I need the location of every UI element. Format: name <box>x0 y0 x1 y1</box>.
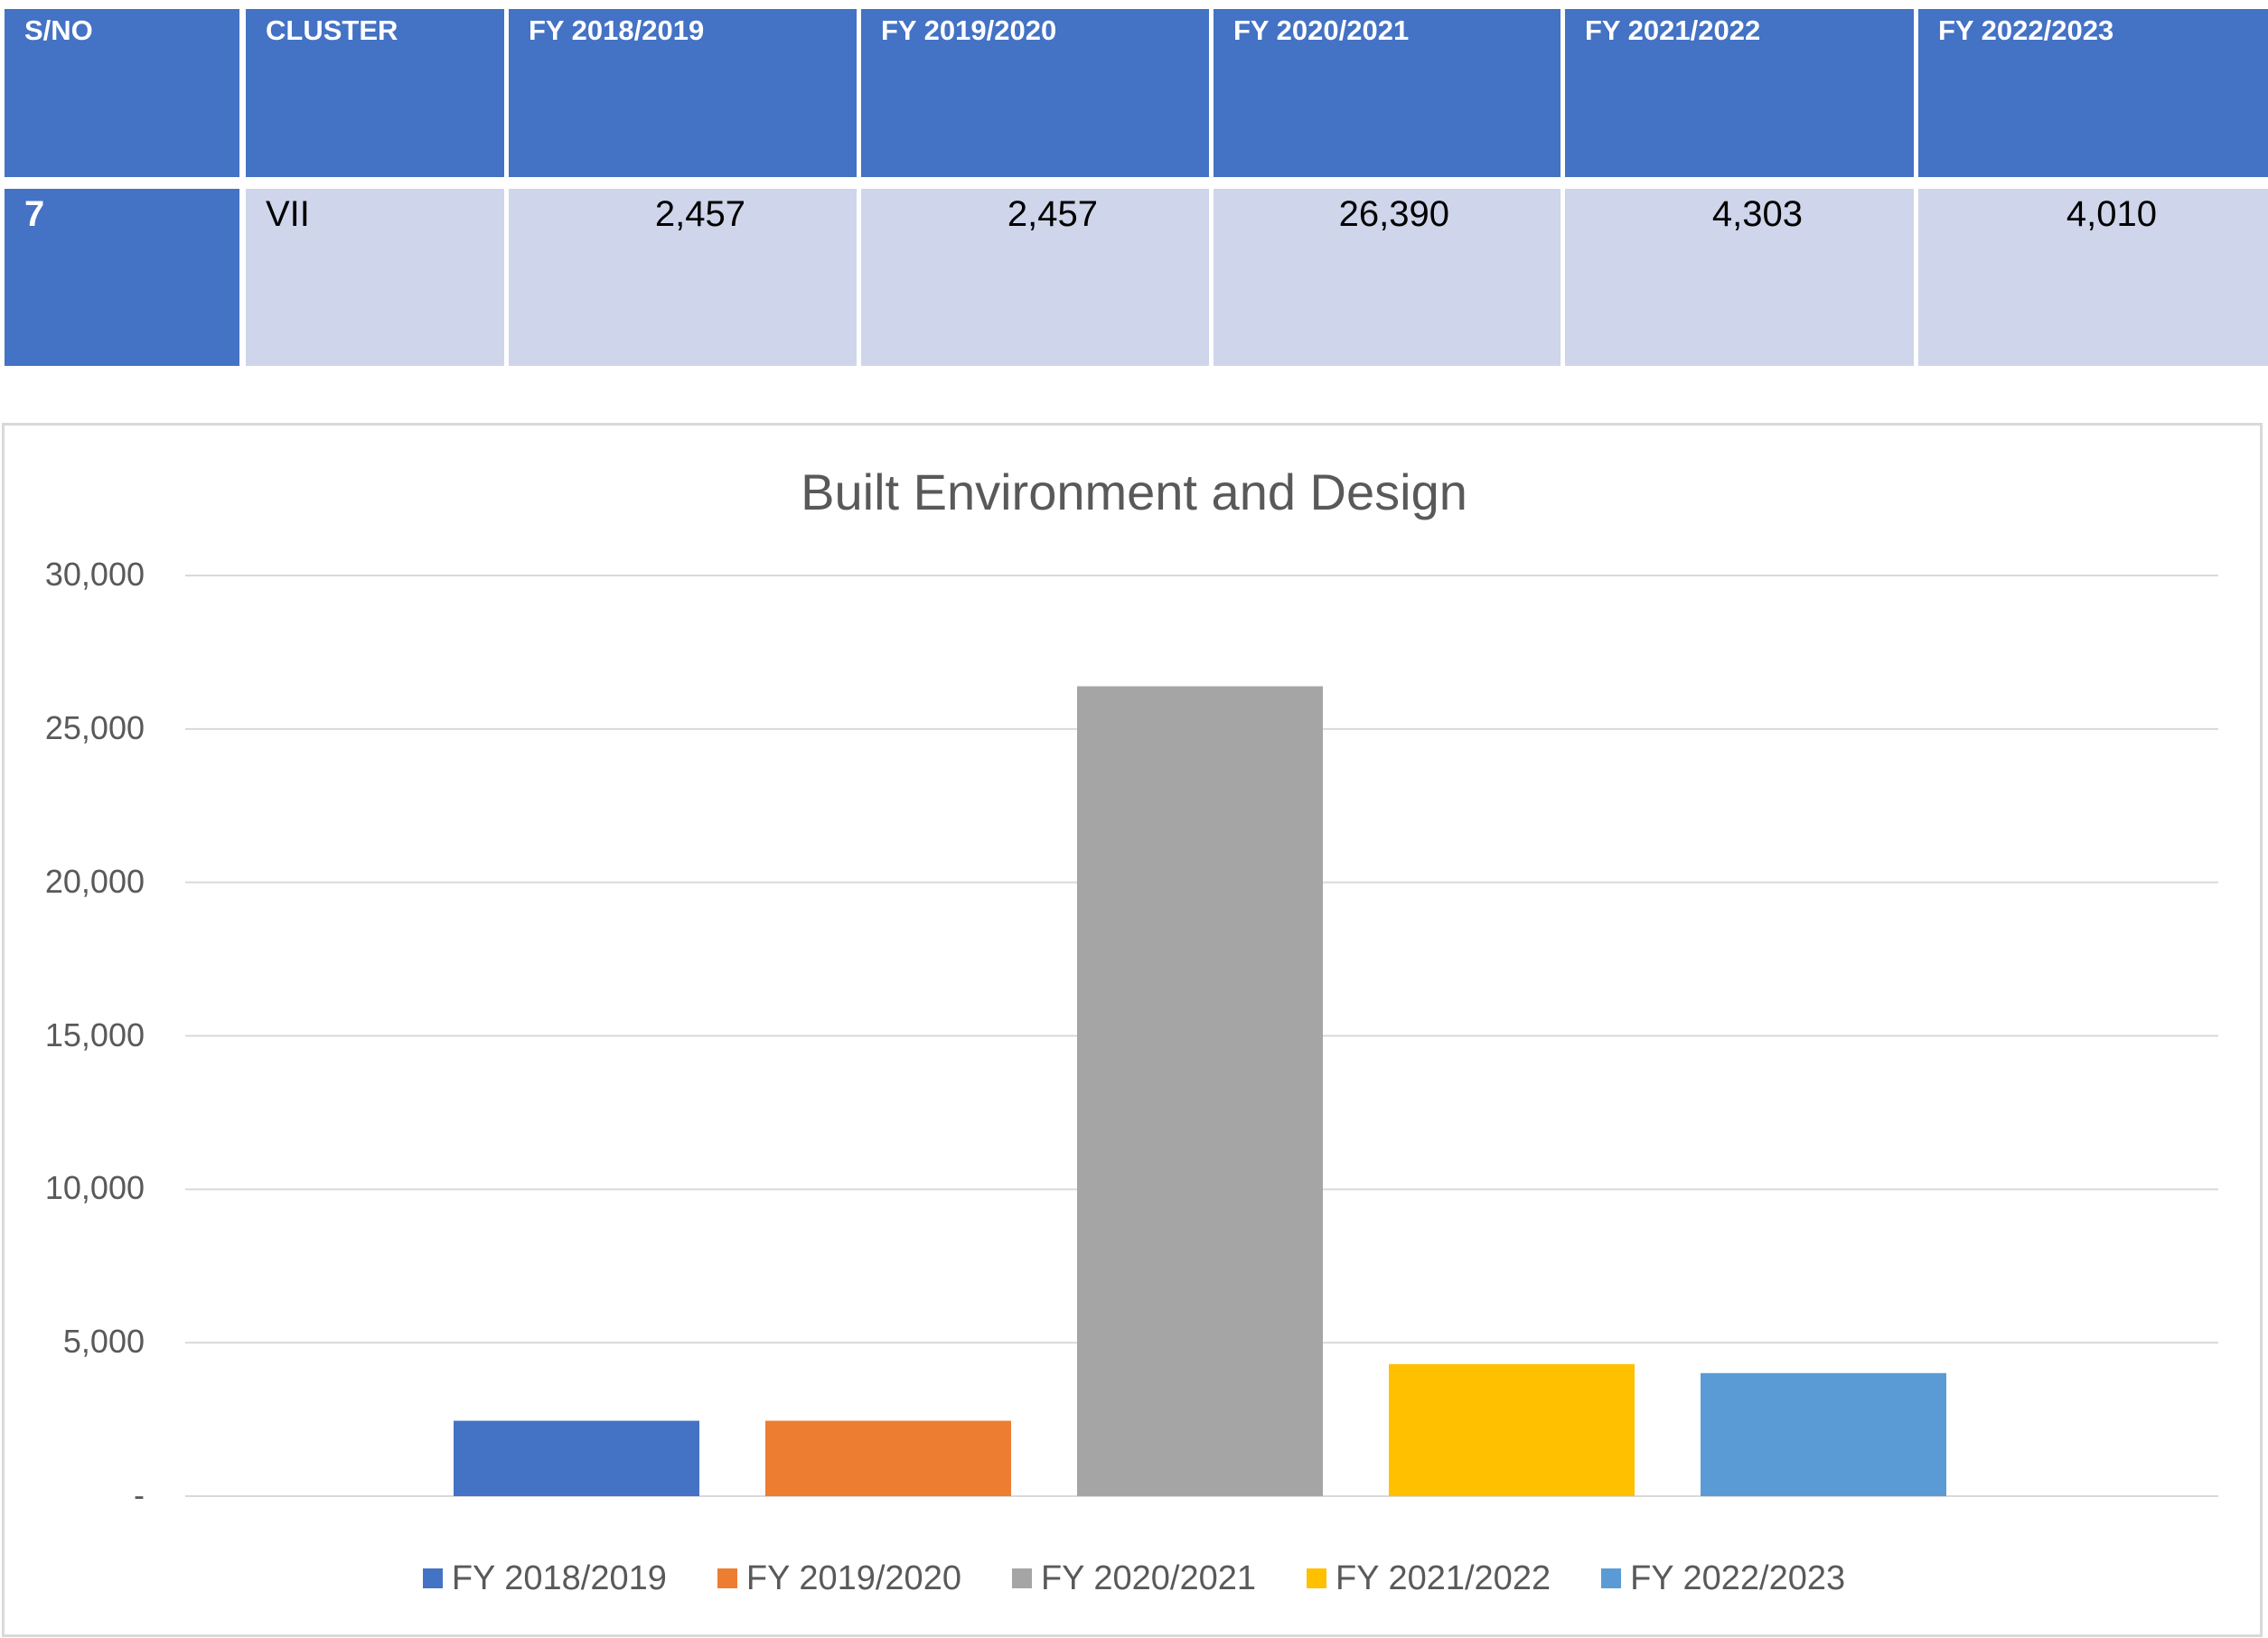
cell-cluster: VII <box>246 189 504 366</box>
legend-item: FY 2018/2019 <box>422 1558 667 1598</box>
cell-fy-2018-2019: 2,457 <box>509 189 857 366</box>
bar-fy-2018-2019 <box>454 1420 699 1496</box>
legend-label: FY 2019/2020 <box>745 1558 961 1597</box>
legend-swatch <box>717 1568 737 1588</box>
cell-fy-2020-2021: 26,390 <box>1214 189 1560 366</box>
header-cluster: CLUSTER <box>246 9 504 177</box>
y-tick-label: 25,000 <box>44 708 145 746</box>
y-tick-label: 30,000 <box>44 556 145 593</box>
legend-label: FY 2022/2023 <box>1630 1558 1846 1597</box>
legend-swatch <box>1011 1568 1032 1588</box>
header-fy-2018-2019: FY 2018/2019 <box>509 9 857 177</box>
legend-item: FY 2020/2021 <box>1011 1558 1257 1598</box>
y-tick-label: 15,000 <box>44 1016 145 1053</box>
bar-fy-2019-2020 <box>765 1420 1011 1496</box>
y-tick-label: 10,000 <box>44 1169 145 1207</box>
bar-fy-2022-2023 <box>1701 1372 1946 1496</box>
legend-swatch <box>1307 1568 1327 1588</box>
chart-title: Built Environment and Design <box>801 463 1467 520</box>
chart-legend: FY 2018/2019 FY 2019/2020 FY 2020/2021 FY 2… <box>0 1556 2268 1601</box>
cell-fy-2021-2022: 4,303 <box>1565 189 1914 366</box>
cell-fy-2022-2023: 4,010 <box>1918 189 2268 366</box>
cell-fy-2019-2020: 2,457 <box>861 189 1209 366</box>
legend-label: FY 2018/2019 <box>451 1558 667 1597</box>
header-fy-2021-2022: FY 2021/2022 <box>1565 9 1914 177</box>
y-tick-label: - <box>134 1476 145 1513</box>
legend-item: FY 2022/2023 <box>1601 1559 1845 1598</box>
legend-item: FY 2021/2022 <box>1307 1559 1551 1598</box>
legend-swatch <box>422 1568 443 1588</box>
legend-item: FY 2019/2020 <box>717 1559 961 1598</box>
bar-fy-2020-2021 <box>1077 686 1323 1496</box>
legend-swatch <box>1601 1568 1622 1588</box>
y-tick-label: 5,000 <box>62 1323 145 1361</box>
header-sno: S/NO <box>5 9 239 177</box>
legend-label: FY 2020/2021 <box>1040 1558 1257 1597</box>
data-table: S/NO CLUSTER FY 2018/2019 FY 2019/2020 F… <box>5 9 2268 366</box>
header-fy-2022-2023: FY 2022/2023 <box>1918 9 2268 177</box>
cell-sno: 7 <box>5 189 239 366</box>
header-fy-2020-2021: FY 2020/2021 <box>1214 9 1560 177</box>
legend-label: FY 2021/2022 <box>1335 1558 1551 1597</box>
header-fy-2019-2020: FY 2019/2020 <box>861 9 1209 177</box>
y-tick-label: 20,000 <box>44 862 145 900</box>
bar-fy-2021-2022 <box>1389 1363 1635 1496</box>
